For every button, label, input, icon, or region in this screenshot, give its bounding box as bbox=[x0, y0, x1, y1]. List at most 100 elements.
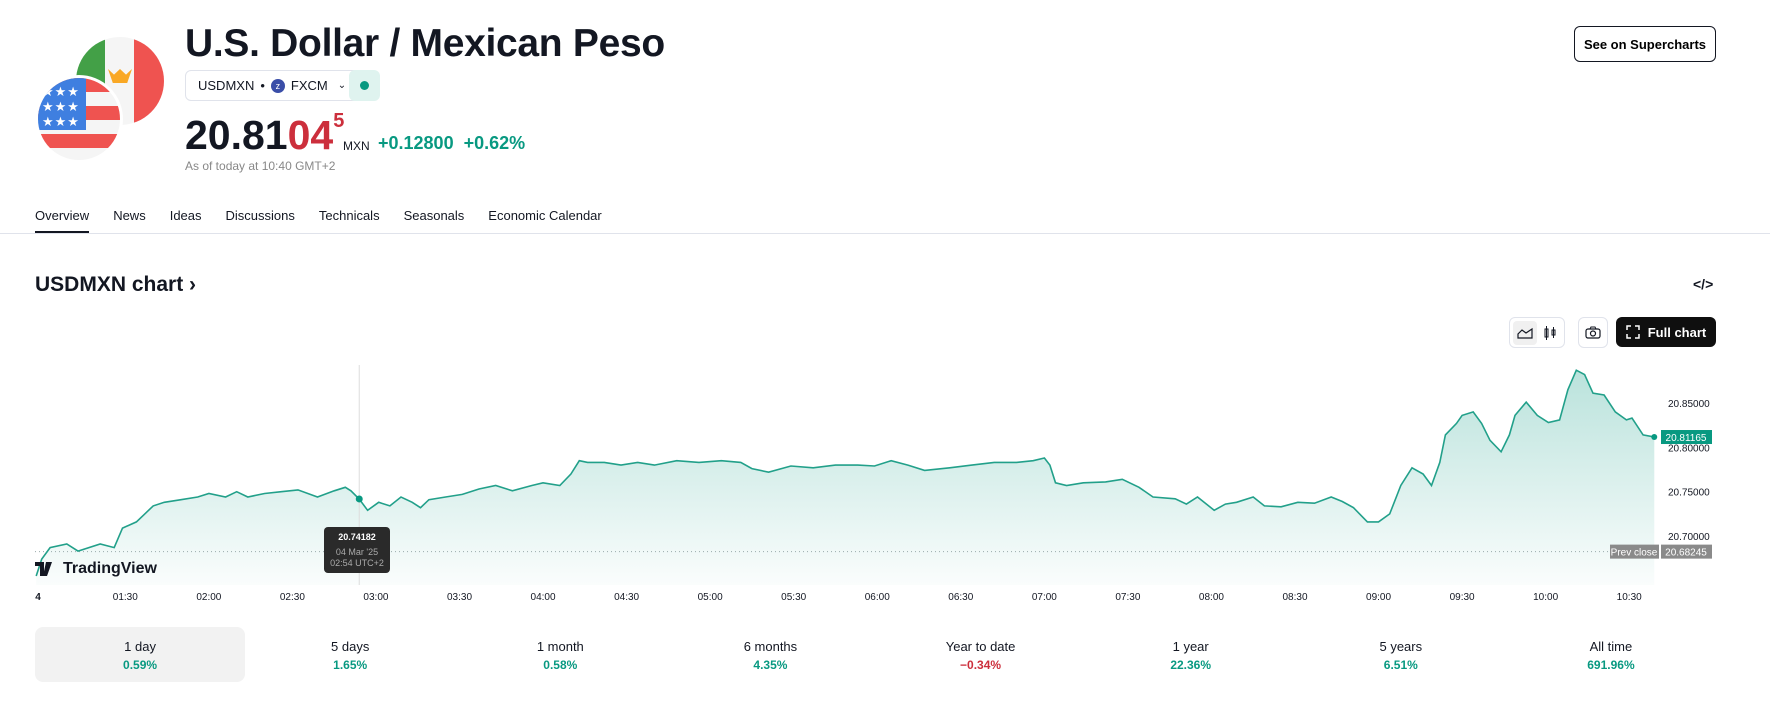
x-tick-label: 03:30 bbox=[447, 592, 472, 603]
period-label: 6 months bbox=[743, 639, 798, 654]
tab-technicals[interactable]: Technicals bbox=[318, 208, 380, 223]
x-tick-label: 4 bbox=[35, 592, 41, 603]
x-tick-label: 02:30 bbox=[280, 592, 305, 603]
price-pip: 5 bbox=[333, 110, 345, 132]
prev-close-badge bbox=[1610, 544, 1659, 559]
tab-bar: Overview News Ideas Discussions Technicals Se… bbox=[35, 208, 602, 234]
camera-icon[interactable] bbox=[1578, 317, 1608, 348]
tab-news[interactable]: News bbox=[113, 208, 146, 223]
period-change: 6.51% bbox=[1383, 658, 1418, 672]
symbol-label: USDMXN bbox=[198, 78, 255, 93]
last-price-badge bbox=[1661, 430, 1712, 445]
hover-point bbox=[355, 495, 363, 503]
currency-label: MXN bbox=[343, 139, 370, 153]
y-tick-label: 20.85000 bbox=[1668, 399, 1710, 410]
us-flag-icon: ★★★ ★★★ ★★★ bbox=[35, 75, 123, 163]
x-tick-label: 08:00 bbox=[1199, 592, 1224, 603]
change-abs: +0.12800 bbox=[378, 133, 454, 153]
period-1-day[interactable]: 1 day 0.59% bbox=[35, 627, 246, 682]
x-tick-label: 10:30 bbox=[1617, 592, 1642, 603]
full-chart-label: Full chart bbox=[1647, 324, 1707, 340]
logo-text: TradingView bbox=[63, 560, 157, 577]
last-point bbox=[1651, 434, 1658, 441]
period-5-years[interactable]: 5 years 6.51% bbox=[1296, 627, 1506, 682]
period-5-days[interactable]: 5 days 1.65% bbox=[245, 627, 455, 682]
separator-dot: • bbox=[260, 78, 265, 93]
full-chart-button[interactable]: Full chart bbox=[1616, 317, 1716, 347]
period-change: 0.58% bbox=[543, 658, 578, 672]
period-selector: 1 day 0.59% 5 days 1.65% 1 month 0.58% 6 month… bbox=[35, 627, 1716, 682]
tradingview-logo[interactable]: TradingView bbox=[35, 560, 157, 578]
period-change: −0.34% bbox=[960, 658, 1002, 672]
period-change: 0.59% bbox=[123, 658, 158, 672]
tab-discussions[interactable]: Discussions bbox=[225, 208, 295, 223]
y-tick-label: 20.70000 bbox=[1668, 532, 1710, 543]
market-status-badge[interactable] bbox=[349, 70, 380, 101]
candles-chart-icon[interactable] bbox=[1538, 321, 1562, 345]
x-tick-label: 09:00 bbox=[1366, 592, 1391, 603]
x-tick-label: 09:30 bbox=[1450, 592, 1475, 603]
exchange-label: FXCM bbox=[290, 78, 328, 93]
x-tick-label: 05:30 bbox=[781, 592, 806, 603]
market-open-dot-icon bbox=[360, 81, 369, 90]
y-tick-label: 20.80000 bbox=[1668, 443, 1710, 454]
area-chart-icon[interactable] bbox=[1512, 320, 1537, 345]
period-change: 1.65% bbox=[333, 658, 368, 672]
x-tick-label: 02:00 bbox=[196, 592, 221, 603]
period-change: 4.35% bbox=[753, 658, 788, 672]
period-6-months[interactable]: 6 months 4.35% bbox=[665, 627, 875, 682]
chart-title: USDMXN chart bbox=[35, 273, 184, 296]
chevron-down-icon: ⌄ bbox=[337, 80, 347, 91]
x-tick-label: 06:30 bbox=[948, 592, 973, 603]
period-label: 1 year bbox=[1172, 639, 1209, 654]
page-title: U.S. Dollar / Mexican Peso bbox=[185, 22, 665, 65]
x-tick-label: 04:30 bbox=[614, 592, 639, 603]
area-fill bbox=[36, 370, 1655, 585]
tab-overview[interactable]: Overview bbox=[35, 208, 90, 234]
period-label: 1 day bbox=[124, 639, 156, 654]
chart-title-link[interactable]: USDMXN chart › bbox=[35, 273, 196, 297]
tooltip-date: 04 Mar '25 bbox=[335, 547, 379, 557]
fxcm-icon: z bbox=[270, 78, 285, 93]
tradingview-logo-icon bbox=[35, 562, 52, 576]
embed-code-icon[interactable]: </> bbox=[1693, 276, 1714, 292]
hover-tooltip: 20.74182 04 Mar '25 02:54 UTC+2 bbox=[324, 527, 390, 573]
divider bbox=[0, 233, 1770, 234]
price-change: +0.12800 +0.62% bbox=[378, 133, 525, 154]
prev-close-value-badge bbox=[1661, 544, 1712, 559]
x-tick-label: 07:30 bbox=[1115, 592, 1140, 603]
x-tick-label: 07:00 bbox=[1032, 592, 1057, 603]
x-tick-label: 03:00 bbox=[363, 592, 388, 603]
period-1-year[interactable]: 1 year 22.36% bbox=[1086, 627, 1296, 682]
x-tick-label: 10:00 bbox=[1533, 592, 1558, 603]
price-chart[interactable]: 20.85000 20.80000 20.75000 20.70000 4 01:30 02… bbox=[0, 350, 1770, 620]
period-all-time[interactable]: All time 691.96% bbox=[1506, 627, 1716, 682]
x-tick-label: 04:00 bbox=[531, 592, 556, 603]
period-label: 5 years bbox=[1379, 639, 1423, 654]
as-of-timestamp: As of today at 10:40 GMT+2 bbox=[185, 159, 336, 173]
period-label: All time bbox=[1589, 639, 1633, 654]
period-label: Year to date bbox=[945, 639, 1016, 654]
tab-ideas[interactable]: Ideas bbox=[169, 208, 202, 223]
see-on-supercharts-button[interactable]: See on Supercharts bbox=[1574, 26, 1716, 62]
tooltip-value: 20.74182 bbox=[338, 532, 376, 542]
tab-economic-calendar[interactable]: Economic Calendar bbox=[488, 208, 602, 223]
period-label: 1 month bbox=[536, 639, 584, 654]
x-tick-label: 06:00 bbox=[865, 592, 890, 603]
period-change: 691.96% bbox=[1587, 658, 1635, 672]
last-price-label: 20.81165 bbox=[1666, 433, 1707, 444]
fullscreen-icon bbox=[1625, 325, 1640, 339]
price-main: 20.81 bbox=[185, 112, 288, 158]
prev-close-value: 20.68245 bbox=[1665, 548, 1707, 559]
tooltip-time: 02:54 UTC+2 bbox=[330, 558, 384, 568]
tab-seasonals[interactable]: Seasonals bbox=[403, 208, 465, 223]
period-year-to-date[interactable]: Year to date −0.34% bbox=[876, 627, 1086, 682]
symbol-selector[interactable]: USDMXN • z FXCM ⌄ bbox=[185, 70, 360, 101]
y-tick-label: 20.75000 bbox=[1668, 488, 1710, 499]
chart-type-group bbox=[1509, 317, 1565, 348]
period-1-month[interactable]: 1 month 0.58% bbox=[455, 627, 665, 682]
change-pct: +0.62% bbox=[463, 133, 526, 153]
period-label: 5 days bbox=[331, 639, 370, 654]
x-tick-label: 05:00 bbox=[698, 592, 723, 603]
price-line bbox=[35, 369, 1655, 577]
